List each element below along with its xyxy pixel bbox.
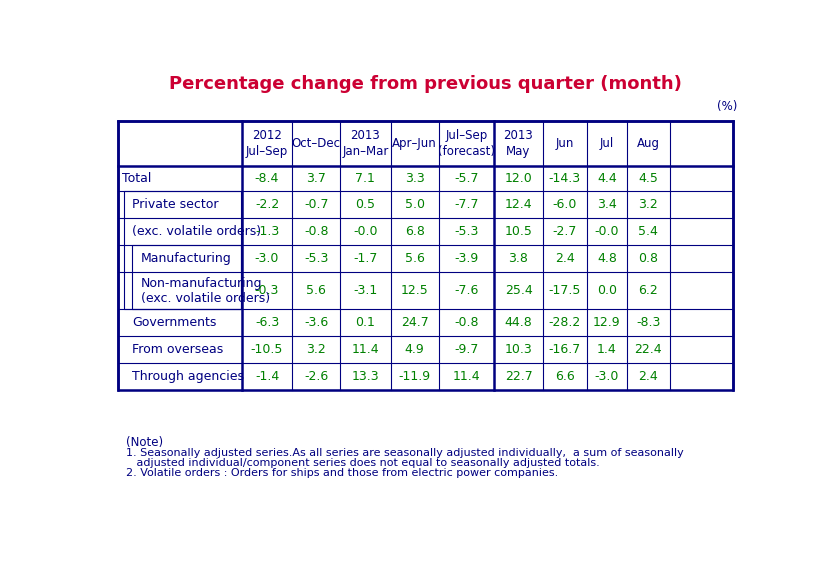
Text: -11.9: -11.9 — [399, 370, 430, 383]
Text: 44.8: 44.8 — [504, 316, 533, 329]
Text: 3.3: 3.3 — [405, 172, 425, 185]
Text: Manufacturing: Manufacturing — [141, 253, 232, 265]
Text: 10.3: 10.3 — [504, 343, 533, 356]
Text: Aug: Aug — [637, 137, 660, 150]
Text: -5.3: -5.3 — [455, 225, 479, 238]
Text: -1.3: -1.3 — [255, 225, 279, 238]
Text: adjusted individual/component series does not equal to seasonally adjusted total: adjusted individual/component series doe… — [125, 457, 599, 468]
Text: 22.4: 22.4 — [635, 343, 662, 356]
Text: 5.4: 5.4 — [638, 225, 658, 238]
Text: Governments: Governments — [132, 316, 216, 329]
Text: 13.3: 13.3 — [352, 370, 379, 383]
Text: 3.2: 3.2 — [307, 343, 326, 356]
Text: 0.1: 0.1 — [356, 316, 376, 329]
Text: Jun: Jun — [555, 137, 573, 150]
Text: 5.6: 5.6 — [405, 253, 425, 265]
Text: Private sector: Private sector — [132, 199, 219, 212]
Text: -6.0: -6.0 — [553, 199, 577, 212]
Text: 4.8: 4.8 — [597, 253, 617, 265]
Text: 4.4: 4.4 — [597, 172, 617, 185]
Text: -10.5: -10.5 — [251, 343, 283, 356]
Text: Total: Total — [122, 172, 152, 185]
Text: -3.6: -3.6 — [304, 316, 328, 329]
Text: -2.7: -2.7 — [553, 225, 577, 238]
Text: Percentage change from previous quarter (month): Percentage change from previous quarter … — [169, 76, 682, 93]
Text: 3.2: 3.2 — [638, 199, 658, 212]
Text: 0.8: 0.8 — [638, 253, 658, 265]
Text: -0.7: -0.7 — [304, 199, 328, 212]
Text: Through agencies: Through agencies — [132, 370, 243, 383]
Text: 3.7: 3.7 — [307, 172, 326, 185]
Text: -3.1: -3.1 — [353, 284, 377, 298]
Text: Non-manufacturing
(exc. volatile orders): Non-manufacturing (exc. volatile orders) — [141, 277, 270, 305]
Text: -16.7: -16.7 — [548, 343, 581, 356]
Text: Jul–Sep
(forecast): Jul–Sep (forecast) — [438, 129, 495, 159]
Text: 2012
Jul–Sep: 2012 Jul–Sep — [246, 129, 288, 159]
Text: -6.3: -6.3 — [255, 316, 279, 329]
Text: Apr–Jun: Apr–Jun — [392, 137, 437, 150]
Text: -0.8: -0.8 — [455, 316, 479, 329]
Text: -0.8: -0.8 — [304, 225, 328, 238]
Text: -0.3: -0.3 — [255, 284, 279, 298]
Text: 3.8: 3.8 — [509, 253, 529, 265]
Text: -3.9: -3.9 — [455, 253, 479, 265]
Text: -5.7: -5.7 — [455, 172, 479, 185]
Text: 2013
Jan–Mar: 2013 Jan–Mar — [342, 129, 389, 159]
Text: 4.5: 4.5 — [638, 172, 658, 185]
Text: -3.0: -3.0 — [255, 253, 279, 265]
Text: 2.4: 2.4 — [638, 370, 658, 383]
Text: 12.5: 12.5 — [401, 284, 429, 298]
Text: 0.5: 0.5 — [356, 199, 376, 212]
Text: -5.3: -5.3 — [304, 253, 328, 265]
Text: -9.7: -9.7 — [455, 343, 479, 356]
Text: 3.4: 3.4 — [597, 199, 617, 212]
Text: -14.3: -14.3 — [548, 172, 581, 185]
Text: 12.4: 12.4 — [504, 199, 533, 212]
Text: (%): (%) — [716, 100, 737, 113]
Text: 12.0: 12.0 — [504, 172, 533, 185]
Text: 1. Seasonally adjusted series.As all series are seasonally adjusted individually: 1. Seasonally adjusted series.As all ser… — [125, 447, 683, 457]
Text: 24.7: 24.7 — [401, 316, 429, 329]
Text: -17.5: -17.5 — [548, 284, 581, 298]
Text: -2.6: -2.6 — [304, 370, 328, 383]
Bar — [132, 245, 241, 310]
Text: 11.4: 11.4 — [352, 343, 379, 356]
Text: 22.7: 22.7 — [504, 370, 533, 383]
Text: 2013
May: 2013 May — [504, 129, 534, 159]
Text: (Note): (Note) — [125, 436, 163, 449]
Text: (exc. volatile orders): (exc. volatile orders) — [132, 225, 261, 238]
Bar — [118, 121, 733, 390]
Text: Jul: Jul — [600, 137, 614, 150]
Text: 2. Volatile orders : Orders for ships and those from electric power companies.: 2. Volatile orders : Orders for ships an… — [125, 468, 558, 477]
Text: 7.1: 7.1 — [356, 172, 376, 185]
Text: 4.9: 4.9 — [405, 343, 425, 356]
Text: -1.7: -1.7 — [353, 253, 377, 265]
Text: -1.4: -1.4 — [255, 370, 279, 383]
Text: -0.0: -0.0 — [353, 225, 377, 238]
Text: 5.6: 5.6 — [307, 284, 326, 298]
Text: 10.5: 10.5 — [504, 225, 533, 238]
Text: 0.0: 0.0 — [597, 284, 617, 298]
Text: 6.6: 6.6 — [555, 370, 574, 383]
Text: Oct–Dec: Oct–Dec — [292, 137, 341, 150]
Text: -0.0: -0.0 — [595, 225, 619, 238]
Text: -8.4: -8.4 — [255, 172, 279, 185]
Text: 2.4: 2.4 — [555, 253, 574, 265]
Text: -3.0: -3.0 — [595, 370, 619, 383]
Text: -8.3: -8.3 — [636, 316, 661, 329]
Text: 25.4: 25.4 — [504, 284, 533, 298]
Bar — [124, 192, 241, 310]
Text: 11.4: 11.4 — [453, 370, 480, 383]
Text: -7.6: -7.6 — [455, 284, 479, 298]
Text: -2.2: -2.2 — [255, 199, 279, 212]
Text: From overseas: From overseas — [132, 343, 223, 356]
Text: 6.8: 6.8 — [405, 225, 425, 238]
Text: -28.2: -28.2 — [548, 316, 581, 329]
Text: 5.0: 5.0 — [405, 199, 425, 212]
Text: -7.7: -7.7 — [455, 199, 479, 212]
Text: 6.2: 6.2 — [638, 284, 658, 298]
Text: 12.9: 12.9 — [593, 316, 621, 329]
Text: 1.4: 1.4 — [597, 343, 617, 356]
